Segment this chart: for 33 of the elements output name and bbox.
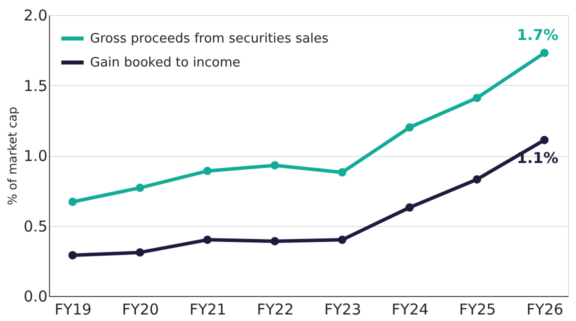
point	[136, 184, 144, 192]
x-tick-label: FY23	[324, 300, 362, 318]
x-tick-label: FY20	[122, 300, 159, 318]
x-tick-label: FY25	[459, 300, 496, 318]
point	[270, 237, 279, 246]
y-tick-label: 0.0	[24, 288, 48, 306]
x-tick-label: FY26	[526, 300, 564, 318]
y-axis-title: % of market cap	[6, 106, 20, 206]
point	[68, 251, 77, 260]
y-tick-label: 1.5	[24, 76, 48, 95]
point	[540, 136, 549, 144]
y-tick-label: 0.5	[24, 217, 48, 236]
y-tick-label: 2.0	[24, 6, 48, 24]
x-tick-label: FY24	[392, 300, 429, 318]
point	[203, 236, 212, 244]
x-tick-label: FY22	[256, 300, 294, 318]
point	[338, 236, 346, 244]
point	[472, 94, 482, 102]
x-tick-label: FY21	[189, 300, 226, 318]
point	[136, 248, 144, 257]
point	[405, 123, 414, 132]
point	[203, 166, 212, 176]
point	[270, 161, 279, 170]
y-tick-label: 1.0	[24, 147, 48, 165]
legend-label: Gross proceeds from securities sales	[90, 32, 329, 46]
point	[540, 48, 549, 58]
x-tick-label: FY19	[54, 300, 92, 318]
annotation: 1.7%	[516, 26, 558, 44]
legend-label: Gain booked to income	[90, 56, 240, 70]
point	[472, 175, 482, 184]
point	[405, 203, 414, 212]
point	[338, 168, 346, 177]
point	[68, 198, 77, 206]
